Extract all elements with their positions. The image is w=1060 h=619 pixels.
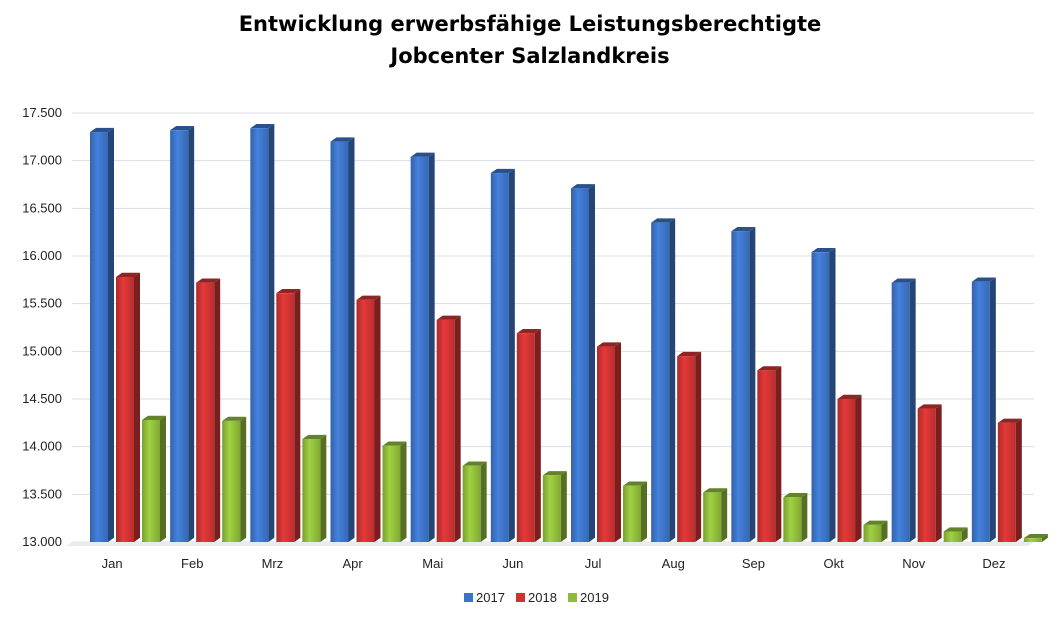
legend: 2017 2018 2019: [464, 590, 609, 605]
bar-2019-Aug: [703, 488, 728, 542]
bar-2019-Jun: [542, 471, 567, 542]
bar-2019-Mrz: [302, 434, 327, 542]
x-tick-label: Jul: [585, 556, 602, 571]
y-tick-label: 14.000: [22, 439, 62, 454]
bar-2017-Mai: [410, 152, 435, 543]
bar-2019-Dez: [1023, 533, 1048, 542]
x-tick-label: Dez: [982, 556, 1005, 571]
y-tick-label: 13.000: [22, 534, 62, 549]
bar-2017-Sep: [731, 227, 756, 543]
bar-2017-Feb: [170, 125, 195, 543]
bar-2018-Nov: [917, 404, 942, 542]
x-tick-label: Jun: [502, 556, 523, 571]
x-tick-label: Sep: [742, 556, 765, 571]
bar-2018-Jun: [516, 329, 541, 542]
y-tick-label: 17.500: [22, 105, 62, 120]
x-tick-label: Mrz: [262, 556, 284, 571]
legend-item-2018: 2018: [516, 590, 557, 605]
bar-2019-Nov: [943, 527, 968, 542]
legend-item-2017: 2017: [464, 590, 505, 605]
x-tick-label: Aug: [662, 556, 685, 571]
bar-2018-Aug: [677, 351, 702, 542]
bar-2017-Okt: [811, 247, 836, 543]
bar-2019-Jul: [623, 481, 647, 542]
grid-lines: [66, 112, 1034, 546]
bar-2017-Nov: [891, 278, 916, 542]
bar-2017-Jul: [571, 184, 595, 542]
legend-label: 2018: [528, 590, 557, 605]
y-tick-label: 15.000: [22, 343, 62, 358]
x-tick-label: Feb: [181, 556, 203, 571]
bar-2018-Jul: [597, 342, 621, 542]
chart-title: Entwicklung erwerbsfähige Leistungsberec…: [238, 12, 822, 36]
bar-2017-Jun: [490, 168, 515, 543]
y-tick-label: 16.000: [22, 248, 62, 263]
bar-2017-Mrz: [250, 124, 275, 542]
legend-label: 2019: [580, 590, 609, 605]
bar-2019-Mai: [462, 461, 487, 542]
bars: [90, 124, 1048, 543]
chart-floor: [66, 542, 1034, 546]
chart-subtitle: Jobcenter Salzlandkreis: [390, 44, 670, 68]
bar-2019-Feb: [222, 416, 247, 542]
bar-2019-Sep: [783, 492, 808, 542]
bar-2018-Dez: [997, 418, 1022, 542]
y-tick-label: 14.500: [22, 391, 62, 406]
x-axis-ticks: Jan Feb Mrz Apr Mai Jun Jul Aug Sep Okt Nov Dez: [102, 556, 1006, 571]
bar-2017-Aug: [651, 218, 676, 542]
x-tick-label: Okt: [823, 556, 844, 571]
legend-item-2019: 2019: [568, 590, 609, 605]
bar-2018-Feb: [196, 278, 221, 542]
bar-2019-Jan: [142, 415, 166, 542]
x-tick-label: Mai: [422, 556, 443, 571]
legend-label: 2017: [476, 590, 505, 605]
x-tick-label: Apr: [342, 556, 363, 571]
bar-2019-Apr: [382, 441, 407, 542]
bar-2018-Mrz: [276, 288, 301, 542]
x-tick-label: Jan: [102, 556, 123, 571]
y-axis-ticks: 13.000 13.500 14.000 14.500 15.000 15.500 16.0…: [22, 105, 62, 549]
bar-2018-Okt: [837, 394, 862, 542]
y-tick-label: 17.000: [22, 153, 62, 168]
y-tick-label: 13.500: [22, 486, 62, 501]
y-tick-label: 16.500: [22, 200, 62, 215]
bar-2018-Apr: [356, 295, 381, 542]
bar-2019-Okt: [863, 520, 888, 542]
y-tick-label: 15.500: [22, 296, 62, 311]
bar-2017-Apr: [330, 137, 355, 542]
bar-2018-Mai: [436, 315, 461, 542]
bar-2018-Jan: [116, 272, 140, 542]
x-tick-label: Nov: [902, 556, 926, 571]
bar-2017-Dez: [971, 277, 996, 542]
bar-2018-Sep: [757, 366, 782, 542]
bar-2017-Jan: [90, 127, 114, 543]
